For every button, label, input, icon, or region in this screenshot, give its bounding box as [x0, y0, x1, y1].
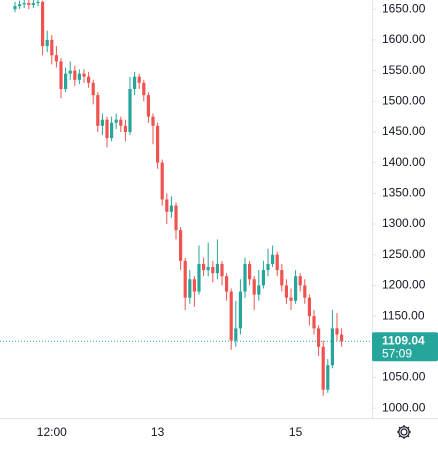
- x-tick-label: 15: [289, 425, 303, 439]
- candle-body: [229, 291, 233, 341]
- candle-body: [257, 285, 261, 295]
- candle-body: [206, 267, 210, 271]
- candle-body: [317, 328, 321, 347]
- candle-body: [326, 365, 330, 390]
- candle-body: [105, 119, 109, 139]
- candle-body: [54, 55, 58, 62]
- candle-body: [165, 199, 169, 212]
- candle-body: [330, 328, 334, 366]
- candle-body: [234, 328, 238, 341]
- y-tick-label: 1300.00: [382, 216, 426, 230]
- candle-body: [183, 260, 187, 298]
- candle-body: [123, 125, 127, 132]
- candle-body: [340, 334, 344, 342]
- candle-body: [298, 276, 302, 286]
- candle-body: [64, 73, 68, 90]
- candle-body: [13, 6, 17, 10]
- candle-body: [133, 76, 137, 90]
- y-tick-label: 1200.00: [382, 278, 426, 292]
- candle-body: [243, 263, 247, 292]
- candle-body: [151, 116, 155, 126]
- candle-body: [335, 328, 339, 335]
- candle-body: [248, 263, 252, 280]
- candle-body: [192, 279, 196, 292]
- candle-body: [73, 70, 77, 80]
- y-tick-label: 1000.00: [382, 400, 426, 414]
- candle-body: [294, 276, 298, 301]
- candle-body: [114, 119, 118, 123]
- candle-body: [22, 3, 26, 5]
- y-tick-label: 1150.00: [382, 308, 425, 322]
- candle-body: [169, 205, 173, 212]
- candle-body: [275, 254, 279, 271]
- candle-body: [156, 125, 160, 163]
- candle-body: [68, 70, 72, 74]
- candle-body: [142, 82, 146, 96]
- candle-body: [261, 270, 265, 286]
- candle-body: [202, 263, 206, 271]
- last-price-label: 1109.04: [382, 333, 425, 347]
- candle-body: [321, 346, 325, 390]
- candle-body: [303, 285, 307, 298]
- candle-body: [174, 205, 178, 231]
- candle-body: [211, 267, 215, 274]
- candle-body: [119, 119, 123, 126]
- candle-body: [238, 291, 242, 329]
- candle-body: [110, 122, 114, 139]
- y-tick-label: 1350.00: [382, 186, 426, 200]
- candle-body: [160, 162, 164, 200]
- candle-body: [188, 279, 192, 298]
- y-tick-label: 1400.00: [382, 155, 426, 169]
- candle-body: [146, 95, 150, 117]
- y-tick-label: 1050.00: [382, 370, 426, 384]
- candle-body: [280, 270, 284, 286]
- candle-body: [77, 73, 81, 80]
- y-tick-label: 1500.00: [382, 93, 426, 107]
- candle-body: [197, 263, 201, 292]
- candle-body: [128, 89, 132, 132]
- last-price-box: [372, 332, 438, 362]
- candle-body: [100, 119, 104, 126]
- countdown-label: 57:09: [382, 346, 412, 360]
- candle-body: [266, 263, 270, 271]
- candle-body: [271, 254, 275, 264]
- candle-body: [27, 3, 31, 5]
- y-tick-label: 1600.00: [382, 32, 426, 46]
- y-tick-label: 1450.00: [382, 124, 426, 138]
- candle-body: [312, 316, 316, 329]
- candle-body: [225, 276, 229, 292]
- candle-body: [18, 4, 22, 7]
- candle-body: [289, 297, 293, 301]
- y-tick-label: 1250.00: [382, 247, 426, 261]
- x-tick-label: 13: [151, 425, 165, 439]
- candle-body: [45, 39, 49, 47]
- candle-body: [252, 279, 256, 295]
- candle-body: [137, 76, 141, 83]
- candle-body: [31, 3, 35, 5]
- x-tick-label: 12:00: [37, 425, 67, 439]
- candle-body: [179, 230, 183, 261]
- y-tick-label: 1550.00: [382, 63, 426, 77]
- candle-body: [220, 263, 224, 277]
- candle-body: [82, 73, 86, 77]
- candle-body: [91, 82, 95, 96]
- candle-body: [96, 95, 100, 126]
- settings-icon[interactable]: [397, 425, 411, 439]
- candle-body: [215, 263, 219, 274]
- candle-body: [307, 297, 311, 317]
- candle-body: [41, 1, 45, 47]
- candle-body: [59, 61, 63, 90]
- y-tick-label: 1650.00: [382, 1, 426, 15]
- candle-body: [284, 285, 288, 298]
- candle-body: [50, 39, 54, 56]
- candle-body: [36, 1, 40, 4]
- candle-body: [87, 76, 91, 83]
